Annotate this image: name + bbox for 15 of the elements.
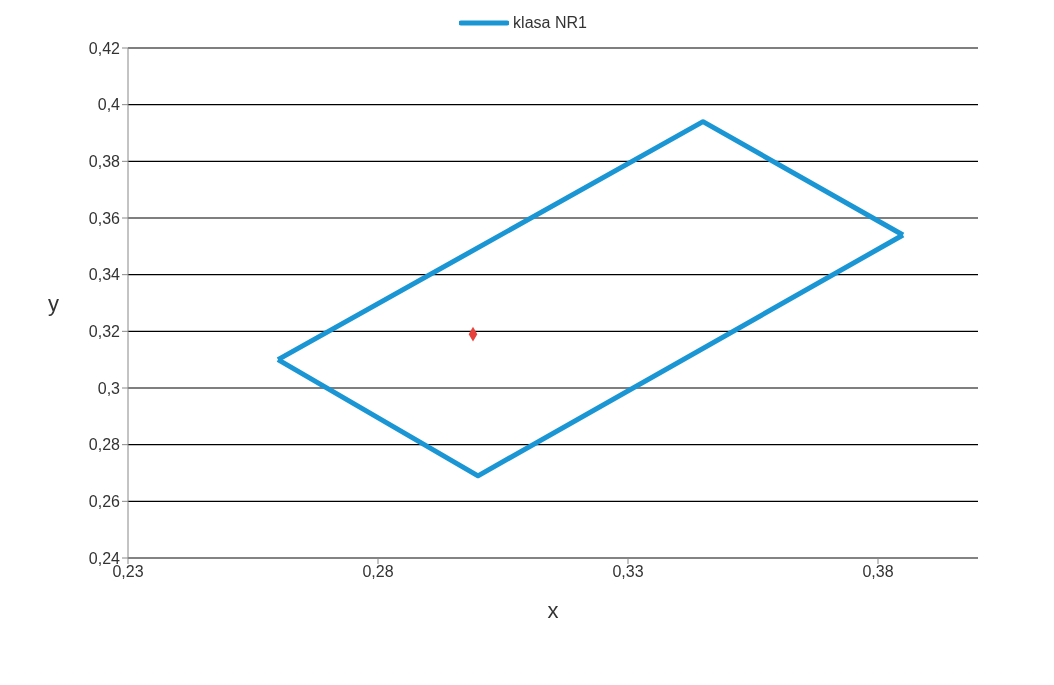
x-tick-label: 0,38: [862, 563, 894, 581]
y-tick-label: 0,38: [88, 153, 121, 171]
y-tick-label: 0,28: [88, 436, 121, 454]
y-axis-title: y: [48, 290, 59, 316]
y-tick-label: 0,32: [88, 323, 121, 341]
legend-label: klasa NR1: [513, 14, 587, 32]
x-tick-label: 0,33: [612, 563, 644, 581]
y-tick-label: 0,36: [88, 209, 121, 227]
y-tick-label: 0,34: [88, 266, 121, 284]
x-axis-title: x: [547, 598, 559, 623]
y-tick-label: 0,4: [97, 96, 121, 114]
y-tick-label: 0,26: [88, 493, 121, 511]
x-tick-label: 0,28: [362, 563, 394, 581]
y-tick-label: 0,3: [97, 379, 121, 397]
y-tick-label: 0,42: [88, 39, 121, 57]
